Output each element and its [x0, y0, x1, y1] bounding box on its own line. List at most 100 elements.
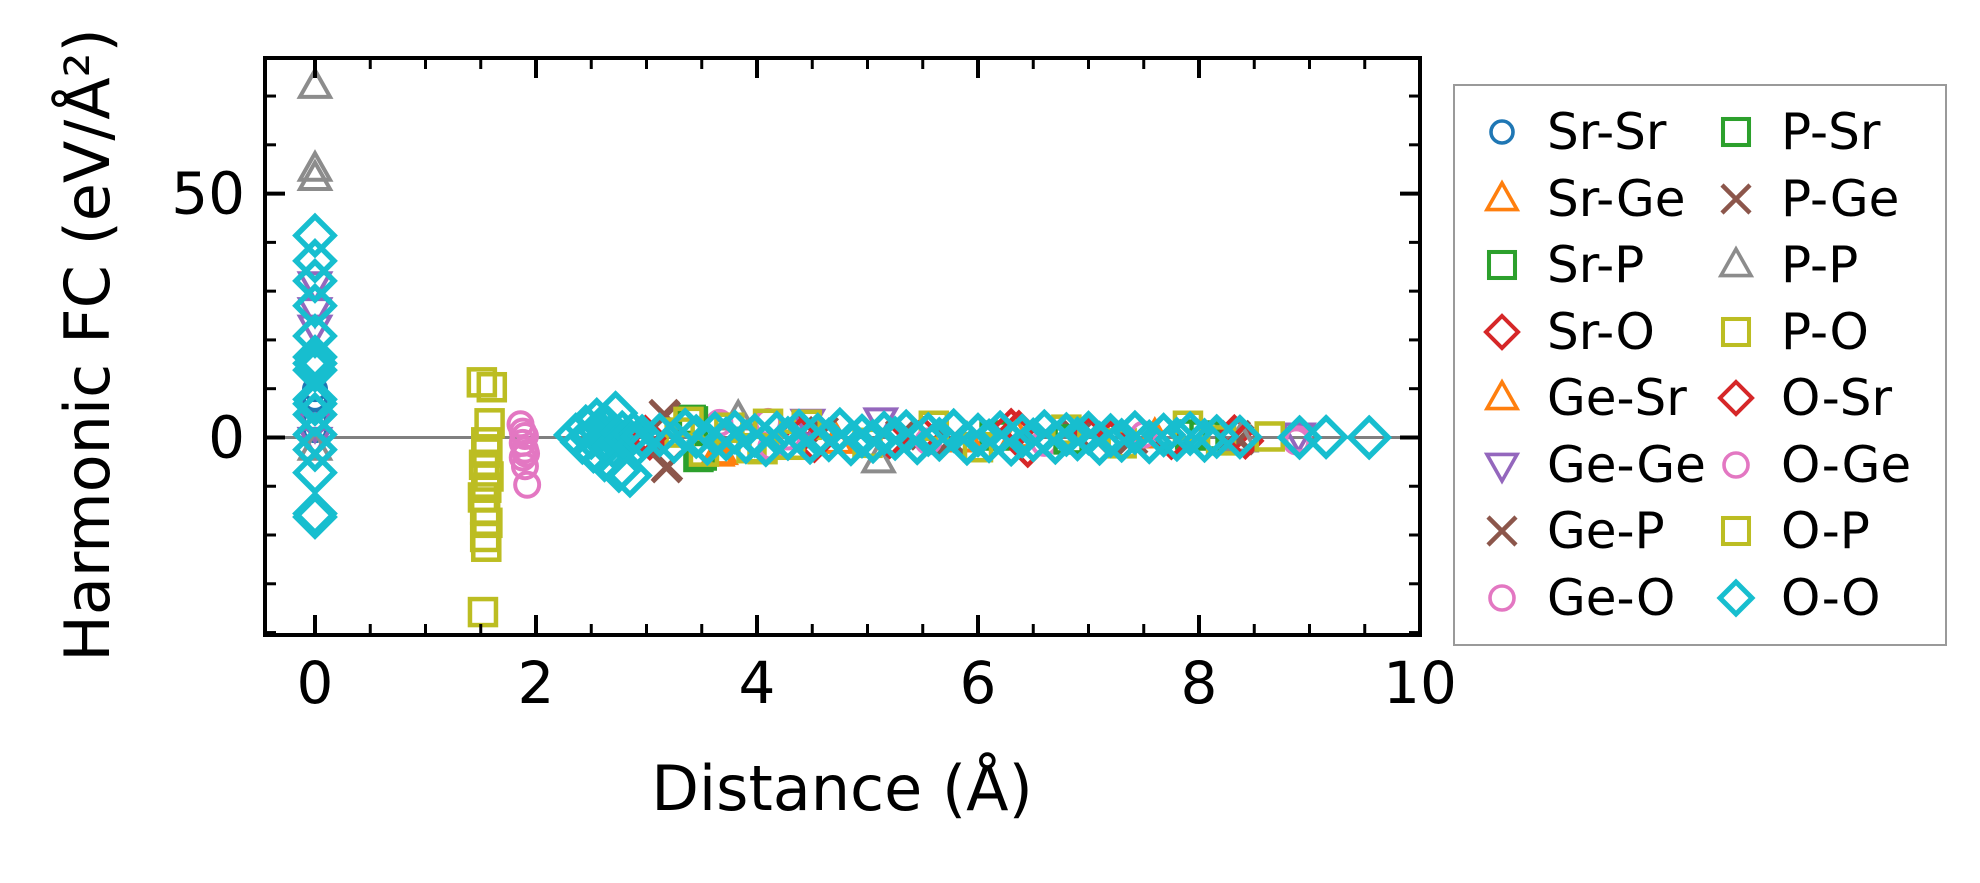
- marker-O-P: [471, 531, 502, 562]
- legend-item-label: Ge-P: [1547, 502, 1665, 561]
- legend-item-label: Sr-Ge: [1547, 169, 1686, 228]
- circle-icon: [1722, 450, 1750, 479]
- marker-P-O: [474, 408, 505, 439]
- marker-O-O: [651, 418, 698, 465]
- legend-marker-shape: [1489, 119, 1515, 146]
- marker-O-O: [619, 413, 665, 460]
- marker-P-O: [466, 367, 498, 398]
- diamond-icon: [1483, 312, 1521, 351]
- x-tick-label: 0: [297, 649, 334, 717]
- y-tick-label: 50: [171, 160, 245, 228]
- marker-Ge-O: [513, 470, 542, 499]
- marker-O-O: [944, 420, 990, 467]
- x-icon: [1720, 183, 1752, 215]
- marker-P-P: [296, 158, 334, 192]
- square-icon: [1720, 516, 1752, 547]
- legend-marker-shape: [1488, 583, 1516, 612]
- legend-item-P-Ge: P-Ge: [1711, 166, 1927, 233]
- marker-O-O: [839, 413, 885, 459]
- triangle-up-icon: [1717, 245, 1755, 278]
- marker-O-O: [584, 404, 631, 451]
- marker-O-O: [828, 420, 874, 467]
- circle-icon: [1488, 583, 1516, 612]
- marker-O-O: [1181, 417, 1228, 464]
- legend-marker-shape: [1483, 378, 1521, 411]
- legend-item-label: P-Sr: [1781, 103, 1881, 162]
- marker-O-O: [1167, 410, 1214, 457]
- triangle-up-icon: [1483, 179, 1521, 212]
- marker-P-O: [471, 472, 502, 503]
- marker-O-O: [292, 212, 338, 259]
- legend-marker-shape: [1717, 245, 1755, 278]
- marker-O-O: [861, 410, 907, 456]
- marker-O-O: [742, 421, 789, 468]
- legend-item-Sr-Ge: Sr-Ge: [1477, 166, 1707, 233]
- legend-marker-shape: [1483, 452, 1521, 485]
- legend-item-Sr-Sr: Sr-Sr: [1477, 99, 1707, 166]
- marker-O-O: [292, 380, 338, 427]
- x-tick-label: 2: [518, 649, 555, 717]
- diamond-icon: [1717, 379, 1755, 418]
- x-tick-label: 8: [1181, 649, 1218, 717]
- legend-item-label: Ge-O: [1547, 568, 1676, 627]
- marker-O-O: [1303, 414, 1349, 460]
- y-tick-label: 0: [208, 403, 245, 471]
- marker-O-Ge: [512, 439, 541, 468]
- legend-item-O-P: O-P: [1711, 498, 1927, 565]
- marker-O-O: [894, 419, 941, 466]
- marker-O-O: [636, 412, 683, 458]
- diamond-icon: [1716, 578, 1756, 618]
- marker-O-O: [754, 410, 800, 456]
- legend-item-P-O: P-O: [1711, 299, 1927, 366]
- legend-box: Sr-Sr Sr-Ge Sr-P Sr-O Ge-Sr Ge-Ge Ge-P Ge-O P-S…: [1453, 84, 1947, 646]
- legend-item-label: Ge-Ge: [1547, 435, 1706, 494]
- circle-icon: [1489, 119, 1515, 146]
- legend-item-label: O-P: [1781, 502, 1870, 561]
- marker-Ge-Ge: [296, 271, 334, 304]
- marker-O-O: [588, 413, 635, 459]
- legend-marker-shape: [1717, 379, 1755, 418]
- legend-marker-shape: [1722, 450, 1750, 479]
- marker-O-O: [607, 452, 653, 499]
- marker-P-P: [296, 66, 334, 99]
- legend-item-label: P-P: [1781, 236, 1859, 295]
- legend-item-label: P-O: [1781, 302, 1869, 361]
- legend-item-Ge-O: Ge-O: [1477, 565, 1707, 632]
- legend-item-label: P-Ge: [1781, 169, 1900, 228]
- marker-O-O: [916, 416, 963, 463]
- square-icon: [1486, 250, 1518, 281]
- legend-item-Ge-Sr: Ge-Sr: [1477, 365, 1707, 432]
- legend-item-Sr-P: Sr-P: [1477, 232, 1707, 299]
- marker-O-O: [1076, 420, 1123, 467]
- triangle-up-icon: [1483, 378, 1521, 411]
- legend-item-O-Ge: O-Ge: [1711, 432, 1927, 499]
- marker-O-O: [292, 347, 338, 394]
- square-icon: [1720, 117, 1752, 148]
- legend-item-Sr-O: Sr-O: [1477, 299, 1707, 366]
- marker-O-O: [850, 418, 896, 465]
- legend-item-label: O-Ge: [1781, 435, 1912, 494]
- marker-O-O: [662, 407, 709, 454]
- marker-O-O: [292, 426, 338, 473]
- legend-item-P-P: P-P: [1711, 232, 1927, 299]
- square-icon: [1720, 316, 1752, 347]
- legend-marker-shape: [1720, 516, 1752, 547]
- legend-marker-shape: [1483, 179, 1521, 212]
- marker-O-O: [292, 282, 338, 329]
- legend-item-Ge-P: Ge-P: [1477, 498, 1707, 565]
- marker-O-O: [673, 413, 720, 460]
- marker-O-O: [955, 412, 1001, 458]
- x-tick-label: 6: [960, 649, 997, 717]
- marker-O-O: [292, 238, 338, 284]
- marker-O-O: [292, 334, 338, 380]
- x-icon: [1486, 515, 1518, 547]
- legend-item-O-O: O-O: [1711, 565, 1927, 632]
- x-axis-label: Distance (Å): [651, 752, 1033, 825]
- legend-item-label: O-O: [1781, 568, 1881, 627]
- marker-O-P: [467, 596, 499, 628]
- marker-O-O: [692, 410, 738, 457]
- legend-marker-shape: [1486, 515, 1518, 547]
- legend-item-label: Sr-Sr: [1547, 103, 1667, 162]
- marker-O-O: [292, 494, 338, 540]
